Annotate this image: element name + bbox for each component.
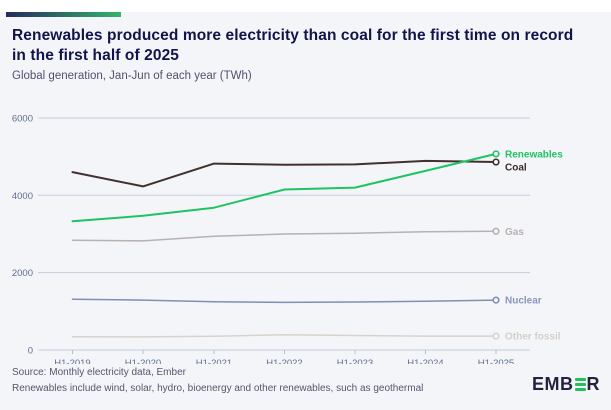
chart-subtitle: Global generation, Jan-Jun of each year …: [12, 70, 252, 82]
series-label-other-fossil: Other fossil: [505, 332, 561, 343]
y-axis-label-2000: 2000: [12, 268, 33, 279]
chart-area: 0 2000 4000 6000 H1-2019 H1-2020 H1-2021 H1-202…: [0, 96, 611, 369]
series-line-other-fossil: [71, 333, 497, 338]
series-endpoint-marker-coal: [492, 158, 500, 166]
series-endpoint-marker-gas: [492, 227, 500, 235]
chart-card: Renewables produced more electricity tha…: [0, 12, 611, 410]
accent-gradient-bar: [6, 12, 121, 17]
ember-logo: EMB R: [532, 372, 600, 396]
series-label-coal: Coal: [505, 163, 527, 174]
line-chart: 0 2000 4000 6000 H1-2019 H1-2020 H1-2021 H1-202…: [12, 113, 563, 369]
y-axis-label-0: 0: [28, 346, 33, 357]
series-line-coal: [71, 159, 497, 188]
x-axis-label-H1-2023: H1-2023: [337, 358, 373, 364]
series-line-renewables: [71, 152, 497, 223]
series-endpoint-marker-other-fossil: [492, 332, 500, 340]
series-label-nuclear: Nuclear: [505, 296, 542, 307]
series-label-gas: Gas: [505, 227, 524, 238]
page-title-line1: Renewables produced more electricity tha…: [12, 27, 574, 44]
x-axis-label-H1-2019: H1-2019: [54, 358, 90, 364]
source-text: Source: Monthly electricity data, Ember: [12, 367, 186, 378]
series-endpoint-marker-nuclear: [492, 296, 500, 304]
y-axis-label-4000: 4000: [12, 191, 33, 202]
x-axis-label-H1-2021: H1-2021: [196, 358, 232, 364]
series-line-gas: [71, 230, 497, 242]
footnote-text: Renewables include wind, solar, hydro, b…: [12, 383, 424, 394]
page-title-line2: in the first half of 2025: [12, 47, 180, 64]
chart-footer: Source: Monthly electricity data, Ember …: [12, 365, 492, 397]
series-line-nuclear: [71, 298, 497, 304]
series-label-renewables: Renewables: [505, 149, 563, 160]
x-axis-label-H1-2024: H1-2024: [407, 358, 443, 364]
x-axis-label-H1-2022: H1-2022: [266, 358, 302, 364]
series-endpoint-marker-renewables: [492, 150, 500, 158]
three-green-bars-icon: [574, 377, 586, 391]
page-title: Renewables produced more electricity tha…: [12, 26, 597, 66]
logo-text-r: R: [586, 373, 600, 394]
x-axis-label-H1-2025: H1-2025: [478, 358, 514, 364]
y-axis-label-6000: 6000: [12, 113, 33, 124]
logo-text-emb: EMB: [532, 373, 574, 394]
x-axis-label-H1-2020: H1-2020: [125, 358, 161, 364]
